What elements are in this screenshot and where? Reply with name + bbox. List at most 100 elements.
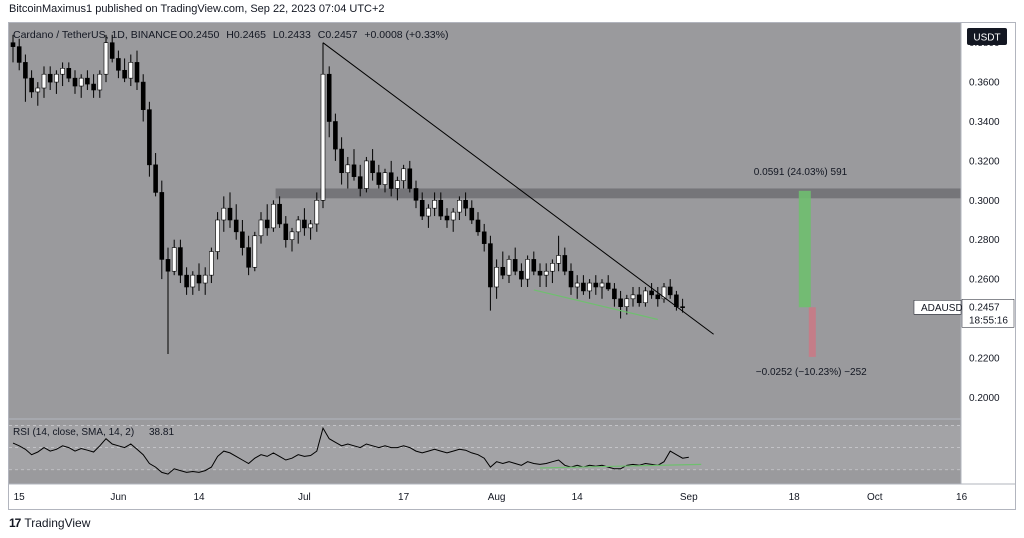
currency-label: USDT [973,33,1000,44]
candle-body [438,200,444,217]
close-value: 0.2457 [325,29,357,41]
tradingview-footer[interactable]: 17 TradingView [9,516,90,530]
high-value: 0.2465 [234,29,266,41]
candle-body [333,121,338,150]
candle-body [388,172,394,189]
candle-body [643,290,648,304]
currency-badge[interactable] [967,28,1007,45]
last-price-tag[interactable] [961,299,1015,328]
candle-body [246,247,251,268]
rsi-divergence-line[interactable] [539,463,702,469]
price-tick-label: 0.2800 [969,235,1000,246]
rsi-value: 38.81 [149,427,174,438]
candle-body [78,77,84,87]
candle-body [426,207,431,217]
candle-body [525,259,530,280]
change-value: +0.0008 (+0.33%) [364,29,448,41]
candle-body [190,274,196,288]
candle-body [85,77,90,85]
candle-body [72,77,78,87]
tradingview-brand: TradingView [24,516,91,530]
measure-down-bar[interactable] [808,307,816,357]
candle-body [407,168,413,189]
support-divergence-line[interactable] [533,289,658,321]
candle-body [271,203,276,229]
time-tick-label: 15 [14,492,26,503]
open-label: O [179,29,187,41]
measure-up-bar[interactable] [798,190,811,308]
candle-body [140,81,146,110]
time-tick-label: 14 [193,492,205,503]
price-tick-label: 0.2600 [969,275,1000,286]
candle-body [289,231,295,241]
candlestick-chart[interactable]: 0.0591 (24.03%) 591 −0.0252 (−10.23%) −25… [9,23,1015,509]
price-tick-label: 0.3400 [969,117,1000,128]
candle-body [283,223,289,241]
candle-body [128,62,134,79]
candle-body [233,219,239,233]
candle-body [29,77,34,93]
candle-body [488,243,493,288]
close-label: C [318,29,326,41]
time-tick-label: Jun [110,492,126,503]
countdown-timer: 18:55:16 [969,315,1008,326]
candle-body [215,219,220,252]
candle-body [103,42,109,75]
candle-body [202,274,208,284]
measure-down-label: −0.0252 (−10.23%) −252 [756,367,867,378]
candle-body [469,207,475,221]
candle-body [240,231,245,248]
candle-body [506,259,512,276]
candle-body [432,200,437,209]
rsi-line [12,426,689,475]
candle-body [134,62,140,83]
candle-body [475,219,481,233]
candle-body [624,298,630,307]
candle-body [41,73,47,89]
candle-body [463,200,468,209]
candle-body [618,298,623,307]
candle-body [531,259,537,272]
candle-body [519,270,524,280]
candle-body [184,274,189,288]
candle-body [612,288,617,300]
candle-body [54,73,59,83]
descending-trendline[interactable] [322,42,714,335]
candle-body [413,188,419,201]
price-tick-label: 0.3200 [969,156,1000,167]
candle-body [543,270,549,276]
candle-body [227,207,233,221]
candle-body [494,266,499,288]
candle-body [562,255,568,272]
candle-body [581,282,586,292]
time-tick-label: Aug [488,492,506,503]
candle-body [277,203,282,225]
candle-body [655,294,661,300]
low-value: 0.2433 [279,29,311,41]
candle-body [680,306,685,308]
candle-body [457,200,462,213]
candle-body [593,282,599,288]
candle-body [47,73,53,83]
time-tick-label: 16 [956,492,968,503]
candle-body [649,290,654,296]
candle-body [556,255,561,264]
candle-body [419,200,425,217]
symbol-tag [913,300,962,315]
candle-body [165,259,171,272]
candle-body [568,270,574,288]
ohlc-readout: O0.2450 H0.2465 L0.2433 C0.2457 +0.0008 … [179,29,448,41]
candle-body [302,219,307,229]
price-tick-label: 0.2000 [969,393,1000,404]
candle-body [667,286,673,296]
candle-body [171,247,177,272]
last-price-value: 0.2457 [969,302,1000,313]
candle-body [339,148,344,174]
candle-body [550,263,555,272]
candle-body [153,164,158,193]
time-tick-label: Jul [298,492,311,503]
candle-body [178,247,183,276]
candle-body [295,219,301,233]
chart-frame[interactable]: 0.0591 (24.03%) 591 −0.0252 (−10.23%) −25… [8,22,1016,510]
candle-body [320,73,326,201]
